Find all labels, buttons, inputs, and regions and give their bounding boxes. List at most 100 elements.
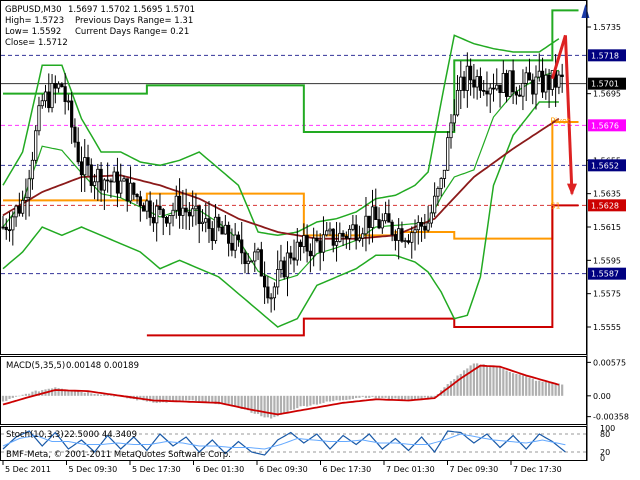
candle[interactable] [328, 228, 332, 232]
candle[interactable] [547, 74, 551, 90]
candle[interactable] [485, 90, 489, 95]
candle[interactable] [253, 251, 257, 262]
candle[interactable] [521, 82, 525, 97]
candle[interactable] [508, 70, 512, 97]
candle[interactable] [305, 235, 309, 252]
candle[interactable] [70, 100, 74, 128]
candle[interactable] [377, 219, 381, 229]
candle[interactable] [436, 188, 440, 197]
candle[interactable] [276, 269, 280, 288]
candle[interactable] [560, 74, 564, 77]
candle[interactable] [413, 229, 417, 234]
candle[interactable] [200, 221, 205, 224]
candle[interactable] [115, 171, 120, 194]
candle[interactable] [21, 199, 25, 214]
candle[interactable] [109, 180, 113, 183]
candle[interactable] [393, 234, 398, 241]
candle[interactable] [125, 178, 129, 202]
candle[interactable] [292, 257, 296, 261]
stoch-panel[interactable] [0, 426, 587, 461]
candle[interactable] [66, 100, 70, 103]
candle[interactable] [76, 141, 80, 163]
candle[interactable] [351, 224, 355, 230]
candle[interactable] [426, 222, 430, 231]
candle[interactable] [132, 182, 136, 195]
candle[interactable] [279, 260, 283, 270]
candle[interactable] [174, 195, 178, 211]
candle[interactable] [99, 168, 103, 191]
candle[interactable] [452, 114, 456, 124]
candle[interactable] [544, 74, 548, 93]
candle[interactable] [341, 232, 345, 237]
candle[interactable] [334, 241, 339, 246]
candle[interactable] [1, 226, 5, 229]
candle[interactable] [380, 220, 384, 229]
candle[interactable] [357, 237, 362, 241]
candle[interactable] [367, 215, 371, 228]
candle[interactable] [79, 161, 84, 176]
candle[interactable] [537, 70, 541, 78]
candle[interactable] [217, 216, 221, 228]
candle[interactable] [321, 234, 326, 253]
candle[interactable] [550, 70, 554, 90]
candle[interactable] [240, 239, 244, 254]
candle[interactable] [161, 209, 165, 218]
candle[interactable] [227, 224, 231, 244]
candle[interactable] [102, 179, 106, 191]
candle[interactable] [233, 234, 237, 251]
candle[interactable] [89, 164, 93, 186]
candle[interactable] [73, 126, 77, 143]
candle[interactable] [540, 70, 545, 93]
candle[interactable] [24, 196, 28, 201]
candle[interactable] [122, 178, 126, 182]
candle[interactable] [429, 212, 433, 224]
candle[interactable] [60, 83, 64, 88]
candle[interactable] [158, 205, 162, 210]
candle[interactable] [112, 171, 116, 183]
candle[interactable] [177, 195, 182, 216]
candle[interactable] [511, 70, 515, 93]
candle[interactable] [282, 260, 286, 278]
candle[interactable] [148, 200, 152, 218]
candle[interactable] [106, 179, 110, 182]
candle[interactable] [348, 228, 352, 239]
candle[interactable] [524, 72, 528, 84]
candle[interactable] [262, 275, 267, 288]
candle[interactable] [272, 286, 277, 299]
candle[interactable] [27, 178, 31, 198]
candle[interactable] [119, 180, 123, 194]
candle[interactable] [142, 205, 146, 212]
candle[interactable] [527, 72, 532, 81]
candle[interactable] [400, 228, 404, 242]
candle[interactable] [498, 84, 502, 94]
candle[interactable] [86, 157, 90, 166]
candle[interactable] [14, 205, 18, 218]
candle[interactable] [557, 74, 561, 88]
candle[interactable] [449, 122, 453, 139]
candle[interactable] [4, 226, 8, 231]
candle[interactable] [397, 228, 401, 241]
candle[interactable] [469, 65, 473, 81]
candle[interactable] [230, 242, 234, 251]
candle[interactable] [128, 182, 133, 202]
candle[interactable] [312, 237, 316, 257]
candle[interactable] [361, 233, 365, 239]
candle[interactable] [223, 224, 227, 235]
candle[interactable] [455, 89, 460, 116]
candle[interactable] [531, 79, 535, 95]
candle[interactable] [423, 225, 427, 231]
candle[interactable] [204, 218, 208, 223]
candle[interactable] [354, 224, 358, 241]
candle[interactable] [92, 181, 97, 186]
candle[interactable] [266, 286, 270, 299]
candle[interactable] [43, 91, 48, 102]
candle[interactable] [514, 91, 518, 96]
candle[interactable] [338, 232, 342, 242]
candle[interactable] [289, 252, 293, 259]
candle[interactable] [475, 76, 479, 88]
candle[interactable] [433, 195, 437, 214]
candle[interactable] [390, 221, 394, 236]
candle[interactable] [243, 252, 247, 265]
candle[interactable] [194, 205, 198, 210]
